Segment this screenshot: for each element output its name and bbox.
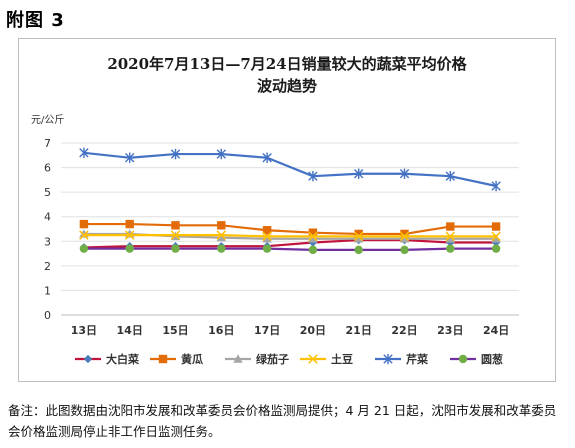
legend-marker [383, 353, 393, 365]
data-point [125, 152, 135, 163]
data-point [399, 231, 410, 242]
data-point [262, 152, 272, 163]
data-point [445, 234, 455, 243]
data-point [308, 245, 318, 255]
price-trend-chart: 元/公斤 0 1 2 3 4 5 6 7 13日 14日 15日 16日 17日 20日 21日 22日 23日 2… [31, 114, 519, 366]
chart-frame: 2020年7月13日—7月24日销量较大的蔬菜平均价格 波动趋势 元/公斤 0 1 2… [18, 38, 556, 382]
data-point [446, 222, 455, 231]
x-tick-label: 14日 [117, 324, 143, 337]
y-tick-label: 3 [44, 235, 51, 248]
data-point [399, 168, 410, 179]
x-tick-label: 20日 [300, 324, 326, 337]
legend-label: 芹菜 [406, 352, 429, 366]
data-point [262, 231, 272, 242]
data-point [79, 230, 89, 240]
data-point [216, 230, 227, 240]
data-point [170, 148, 181, 160]
data-point [216, 148, 226, 160]
data-point [354, 229, 363, 239]
data-point [491, 180, 501, 192]
legend-marker [158, 354, 168, 364]
y-tick-label: 4 [44, 211, 51, 224]
legend-label: 圆葱 [481, 352, 503, 366]
data-point [262, 226, 272, 235]
data-point [308, 170, 318, 182]
series-line [83, 222, 497, 236]
y-tick-label: 7 [44, 137, 51, 150]
series-line [83, 151, 497, 188]
y-axis-label: 元/公斤 [31, 114, 64, 126]
legend-marker [458, 354, 468, 364]
data-point [217, 244, 226, 253]
legend-label: 绿茄子 [256, 352, 289, 366]
legend-marker [83, 354, 93, 364]
data-point [399, 234, 410, 243]
legend-marker [308, 354, 318, 364]
chart-subtitle: 波动趋势 [256, 77, 317, 95]
data-point [124, 230, 135, 240]
data-point [446, 244, 455, 253]
data-point [354, 234, 364, 243]
data-point [308, 231, 318, 242]
data-point [308, 234, 318, 243]
data-point [79, 219, 89, 229]
legend-marker [233, 354, 243, 363]
data-point [491, 244, 501, 253]
x-tick-label: 13日 [71, 324, 97, 337]
data-point [491, 222, 501, 231]
data-point [79, 147, 89, 159]
data-point [79, 244, 89, 253]
data-point [400, 245, 409, 255]
series-line [83, 234, 497, 238]
data-point [445, 231, 456, 242]
legend-label: 大白菜 [106, 352, 140, 366]
y-tick-label: 6 [44, 162, 51, 175]
x-tick-label: 15日 [162, 324, 188, 337]
data-point [217, 221, 226, 230]
footnote: 备注：此图数据由沈阳市发展和改革委员会价格监测局提供；4 月 21 日起，沈阳市… [8, 403, 557, 439]
y-tick-label: 2 [44, 260, 51, 273]
data-point [170, 230, 181, 240]
x-tick-label: 16日 [208, 324, 234, 337]
series-line [83, 247, 497, 251]
data-point [125, 244, 134, 253]
x-tick-label: 22日 [391, 324, 417, 337]
legend-label: 土豆 [331, 352, 353, 366]
x-tick-label: 24日 [483, 324, 509, 337]
data-point [353, 231, 364, 242]
data-point [262, 244, 272, 253]
data-point [171, 244, 180, 253]
data-point [308, 228, 318, 237]
data-point [491, 234, 501, 243]
data-point [354, 245, 363, 255]
series-line [83, 238, 497, 249]
data-point [491, 231, 501, 242]
figure-label: 附图 3 [6, 10, 65, 31]
data-point [216, 232, 226, 242]
x-tick-label: 23日 [437, 324, 463, 337]
legend-label: 黄瓜 [181, 352, 203, 366]
y-tick-label: 1 [44, 284, 51, 297]
data-point [354, 168, 364, 179]
data-point [262, 234, 272, 243]
data-point [400, 229, 409, 239]
y-tick-label: 5 [44, 186, 51, 199]
data-point [171, 221, 180, 230]
chart-title: 2020年7月13日—7月24日销量较大的蔬菜平均价格 [107, 55, 467, 73]
data-point [445, 170, 455, 182]
x-tick-label: 17日 [254, 324, 280, 337]
data-point [125, 219, 134, 229]
y-tick-label: 0 [44, 309, 51, 322]
x-tick-label: 21日 [346, 324, 372, 337]
